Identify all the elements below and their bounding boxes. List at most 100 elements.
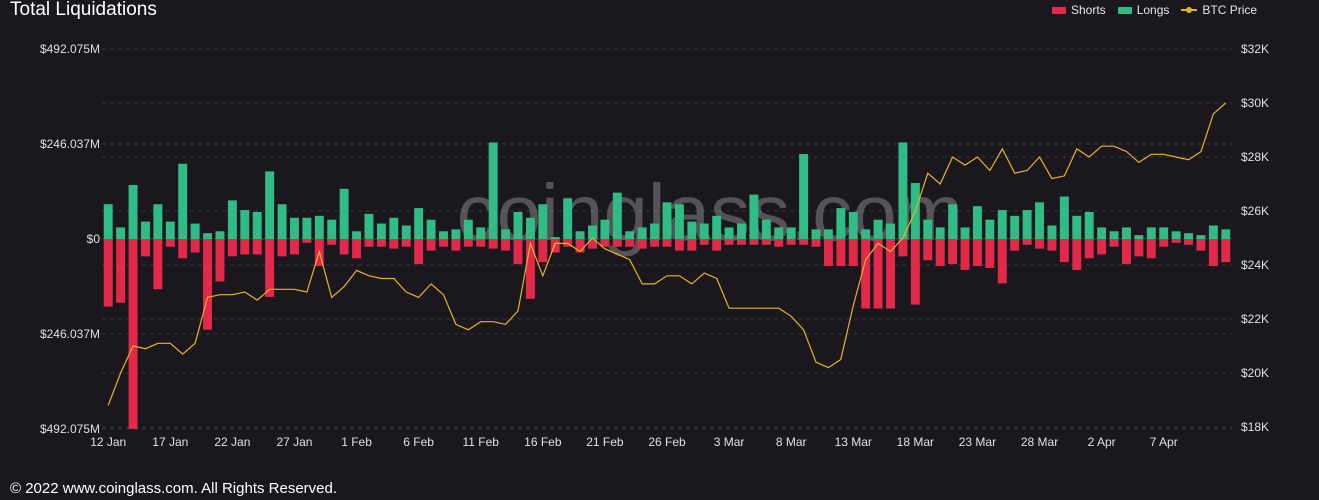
bar-shorts[interactable]	[600, 239, 610, 247]
bar-longs[interactable]	[848, 211, 858, 239]
bar-longs[interactable]	[227, 200, 237, 239]
bar-shorts[interactable]	[910, 239, 920, 305]
bar-shorts[interactable]	[948, 239, 958, 265]
bar-longs[interactable]	[612, 192, 622, 239]
bar-shorts[interactable]	[1184, 239, 1194, 245]
bar-shorts[interactable]	[774, 239, 784, 247]
bar-shorts[interactable]	[873, 239, 883, 309]
bar-shorts[interactable]	[699, 239, 709, 245]
bar-shorts[interactable]	[1208, 239, 1218, 267]
bar-longs[interactable]	[389, 217, 399, 239]
bar-longs[interactable]	[501, 229, 511, 239]
bar-shorts[interactable]	[799, 239, 809, 245]
legend-item-longs[interactable]: Longs	[1117, 3, 1169, 17]
bar-longs[interactable]	[203, 233, 213, 239]
bar-shorts[interactable]	[1221, 239, 1231, 263]
bar-shorts[interactable]	[1109, 239, 1119, 247]
bar-shorts[interactable]	[165, 239, 175, 247]
bar-longs[interactable]	[401, 225, 411, 239]
bar-longs[interactable]	[352, 231, 362, 239]
bar-longs[interactable]	[563, 198, 573, 239]
bar-longs[interactable]	[240, 210, 250, 239]
bar-longs[interactable]	[972, 206, 982, 239]
bar-longs[interactable]	[513, 211, 523, 239]
bar-shorts[interactable]	[364, 239, 374, 247]
bar-longs[interactable]	[476, 227, 486, 239]
bar-longs[interactable]	[1035, 202, 1044, 239]
bar-longs[interactable]	[103, 204, 113, 239]
bar-longs[interactable]	[140, 221, 150, 239]
bar-longs[interactable]	[153, 204, 163, 239]
bar-longs[interactable]	[215, 231, 225, 239]
bar-longs[interactable]	[749, 194, 759, 239]
bar-longs[interactable]	[1196, 235, 1206, 239]
bar-longs[interactable]	[538, 204, 548, 239]
bar-longs[interactable]	[588, 225, 597, 239]
bar-longs[interactable]	[1010, 215, 1020, 239]
bar-longs[interactable]	[290, 217, 299, 239]
bar-longs[interactable]	[861, 229, 871, 239]
bar-longs[interactable]	[265, 171, 275, 239]
bar-shorts[interactable]	[153, 239, 163, 290]
bar-longs[interactable]	[302, 217, 312, 239]
bar-longs[interactable]	[823, 229, 833, 239]
bar-shorts[interactable]	[277, 239, 287, 257]
bar-longs[interactable]	[836, 208, 846, 239]
bar-longs[interactable]	[799, 154, 809, 239]
bar-shorts[interactable]	[252, 239, 262, 255]
bar-shorts[interactable]	[1059, 239, 1069, 263]
bar-shorts[interactable]	[923, 239, 933, 261]
bar-shorts[interactable]	[439, 239, 448, 247]
bar-longs[interactable]	[376, 223, 386, 239]
bar-longs[interactable]	[128, 184, 138, 239]
bar-shorts[interactable]	[972, 239, 982, 267]
btc-price-series[interactable]	[107, 102, 1227, 406]
bar-longs[interactable]	[997, 210, 1007, 239]
bar-shorts[interactable]	[1097, 239, 1107, 255]
bar-longs[interactable]	[314, 215, 324, 239]
bar-longs[interactable]	[364, 213, 374, 239]
bar-longs[interactable]	[327, 219, 337, 239]
bar-longs[interactable]	[1047, 225, 1057, 239]
bar-shorts[interactable]	[302, 239, 312, 243]
bar-shorts[interactable]	[451, 239, 461, 251]
bar-longs[interactable]	[985, 219, 995, 239]
bar-shorts[interactable]	[836, 239, 846, 267]
bar-longs[interactable]	[699, 223, 709, 239]
legend-item-btc-price[interactable]: BTC Price	[1181, 3, 1257, 17]
bar-shorts[interactable]	[662, 239, 672, 247]
bar-shorts[interactable]	[712, 239, 722, 251]
bar-shorts[interactable]	[290, 239, 299, 255]
bar-shorts[interactable]	[898, 239, 908, 257]
bar-shorts[interactable]	[265, 239, 275, 297]
bar-shorts[interactable]	[550, 239, 560, 253]
bar-shorts[interactable]	[501, 239, 511, 251]
bar-longs[interactable]	[886, 223, 895, 239]
bar-longs[interactable]	[1109, 231, 1119, 239]
bar-longs[interactable]	[488, 142, 498, 239]
bar-shorts[interactable]	[575, 239, 585, 253]
bar-shorts[interactable]	[352, 239, 362, 259]
bar-longs[interactable]	[761, 219, 771, 239]
bar-shorts[interactable]	[737, 239, 746, 245]
bar-shorts[interactable]	[625, 239, 635, 247]
bar-longs[interactable]	[277, 204, 287, 239]
bar-shorts[interactable]	[997, 239, 1007, 284]
bar-longs[interactable]	[935, 227, 945, 239]
bar-longs[interactable]	[948, 204, 958, 239]
bar-shorts[interactable]	[588, 239, 597, 249]
bar-shorts[interactable]	[538, 239, 548, 263]
bar-shorts[interactable]	[1035, 239, 1044, 249]
bar-longs[interactable]	[662, 202, 672, 239]
bar-longs[interactable]	[1171, 231, 1181, 239]
bar-shorts[interactable]	[339, 239, 349, 255]
bar-longs[interactable]	[1184, 233, 1194, 239]
bar-shorts[interactable]	[1072, 239, 1082, 270]
bar-longs[interactable]	[1134, 235, 1144, 239]
bar-longs[interactable]	[550, 237, 560, 239]
bar-shorts[interactable]	[1171, 239, 1181, 243]
bar-longs[interactable]	[525, 217, 535, 239]
bar-longs[interactable]	[252, 211, 262, 239]
bar-longs[interactable]	[190, 223, 200, 239]
